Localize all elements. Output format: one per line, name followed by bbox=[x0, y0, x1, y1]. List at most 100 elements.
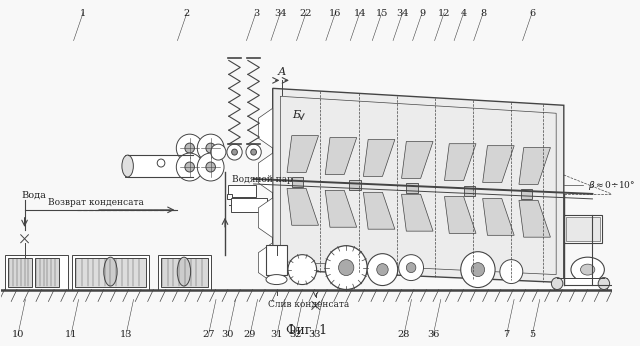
Ellipse shape bbox=[571, 257, 604, 282]
Text: 15: 15 bbox=[376, 9, 388, 18]
Text: 34: 34 bbox=[274, 9, 287, 18]
Bar bbox=[158, 255, 211, 290]
Circle shape bbox=[471, 263, 484, 276]
Bar bbox=[292, 177, 303, 187]
Ellipse shape bbox=[580, 264, 595, 275]
Circle shape bbox=[325, 246, 367, 290]
Bar bbox=[161, 258, 208, 286]
Ellipse shape bbox=[552, 277, 563, 290]
Ellipse shape bbox=[122, 155, 133, 177]
Polygon shape bbox=[325, 138, 356, 174]
Text: А: А bbox=[278, 67, 287, 78]
Polygon shape bbox=[364, 139, 395, 176]
Ellipse shape bbox=[188, 155, 199, 177]
Text: 1: 1 bbox=[80, 9, 86, 18]
Polygon shape bbox=[401, 142, 433, 178]
Circle shape bbox=[185, 162, 195, 172]
Polygon shape bbox=[483, 146, 514, 183]
Circle shape bbox=[251, 149, 257, 155]
Circle shape bbox=[206, 143, 216, 153]
Circle shape bbox=[211, 144, 226, 160]
Text: 30: 30 bbox=[221, 330, 234, 339]
Ellipse shape bbox=[266, 275, 287, 284]
Polygon shape bbox=[287, 189, 319, 225]
Polygon shape bbox=[519, 200, 550, 237]
Text: 3: 3 bbox=[253, 9, 259, 18]
Text: Водяной пар: Водяной пар bbox=[232, 175, 292, 184]
Polygon shape bbox=[519, 147, 550, 184]
Text: Б: Б bbox=[292, 110, 301, 120]
Text: 34: 34 bbox=[396, 9, 409, 18]
Polygon shape bbox=[273, 88, 564, 283]
Polygon shape bbox=[445, 144, 476, 181]
Circle shape bbox=[406, 263, 416, 273]
Text: Фиг. 1: Фиг. 1 bbox=[285, 324, 326, 337]
Text: 36: 36 bbox=[427, 330, 439, 339]
Ellipse shape bbox=[598, 277, 610, 290]
Text: Возврат конденсата: Возврат конденсата bbox=[49, 198, 144, 207]
Text: Слив конденсата: Слив конденсата bbox=[268, 300, 349, 309]
Bar bbox=[230, 198, 267, 212]
Bar bbox=[6, 255, 67, 290]
Text: 14: 14 bbox=[354, 9, 366, 18]
Bar bbox=[266, 245, 287, 275]
Text: 29: 29 bbox=[244, 330, 256, 339]
Text: 8: 8 bbox=[480, 9, 486, 18]
Circle shape bbox=[232, 149, 237, 155]
Circle shape bbox=[185, 143, 195, 153]
Polygon shape bbox=[287, 136, 319, 172]
Text: 2: 2 bbox=[184, 9, 190, 18]
Text: 13: 13 bbox=[120, 330, 132, 339]
Text: 12: 12 bbox=[438, 9, 451, 18]
Text: 32: 32 bbox=[289, 330, 301, 339]
Circle shape bbox=[288, 255, 317, 284]
Text: 11: 11 bbox=[65, 330, 77, 339]
Circle shape bbox=[399, 255, 424, 281]
Text: 4: 4 bbox=[461, 9, 467, 18]
Polygon shape bbox=[259, 153, 273, 193]
Ellipse shape bbox=[104, 257, 117, 286]
Text: 33: 33 bbox=[308, 330, 321, 339]
Text: 27: 27 bbox=[202, 330, 214, 339]
Circle shape bbox=[197, 153, 224, 181]
Circle shape bbox=[377, 264, 388, 275]
Bar bbox=[406, 183, 418, 193]
Text: 9: 9 bbox=[419, 9, 425, 18]
Circle shape bbox=[500, 260, 523, 284]
Text: Вода: Вода bbox=[22, 190, 47, 199]
Bar bbox=[228, 185, 257, 197]
Circle shape bbox=[461, 252, 495, 288]
Bar bbox=[72, 255, 148, 290]
Bar bbox=[521, 189, 532, 199]
Text: 5: 5 bbox=[529, 330, 535, 339]
Text: 7: 7 bbox=[503, 330, 509, 339]
Bar bbox=[125, 155, 196, 177]
Ellipse shape bbox=[177, 257, 191, 286]
Text: 6: 6 bbox=[529, 9, 535, 18]
Bar bbox=[566, 217, 600, 241]
Bar bbox=[35, 258, 59, 286]
Circle shape bbox=[227, 144, 242, 160]
Bar bbox=[564, 215, 602, 243]
Circle shape bbox=[176, 153, 203, 181]
Circle shape bbox=[157, 159, 165, 167]
Circle shape bbox=[197, 134, 224, 162]
Polygon shape bbox=[401, 194, 433, 231]
Bar bbox=[554, 277, 607, 290]
Text: 10: 10 bbox=[12, 330, 24, 339]
Polygon shape bbox=[325, 190, 356, 227]
Polygon shape bbox=[483, 199, 514, 235]
Polygon shape bbox=[259, 198, 273, 238]
Text: $\beta$$\approx$0÷10°: $\beta$$\approx$0÷10° bbox=[588, 180, 635, 192]
Text: 22: 22 bbox=[300, 9, 312, 18]
Polygon shape bbox=[364, 192, 395, 229]
Text: 31: 31 bbox=[271, 330, 283, 339]
Circle shape bbox=[339, 260, 354, 275]
Text: 16: 16 bbox=[329, 9, 342, 18]
Bar bbox=[227, 194, 232, 199]
Bar bbox=[463, 186, 475, 196]
Circle shape bbox=[246, 144, 261, 160]
Polygon shape bbox=[445, 197, 476, 233]
Bar bbox=[75, 258, 146, 286]
Circle shape bbox=[176, 134, 203, 162]
